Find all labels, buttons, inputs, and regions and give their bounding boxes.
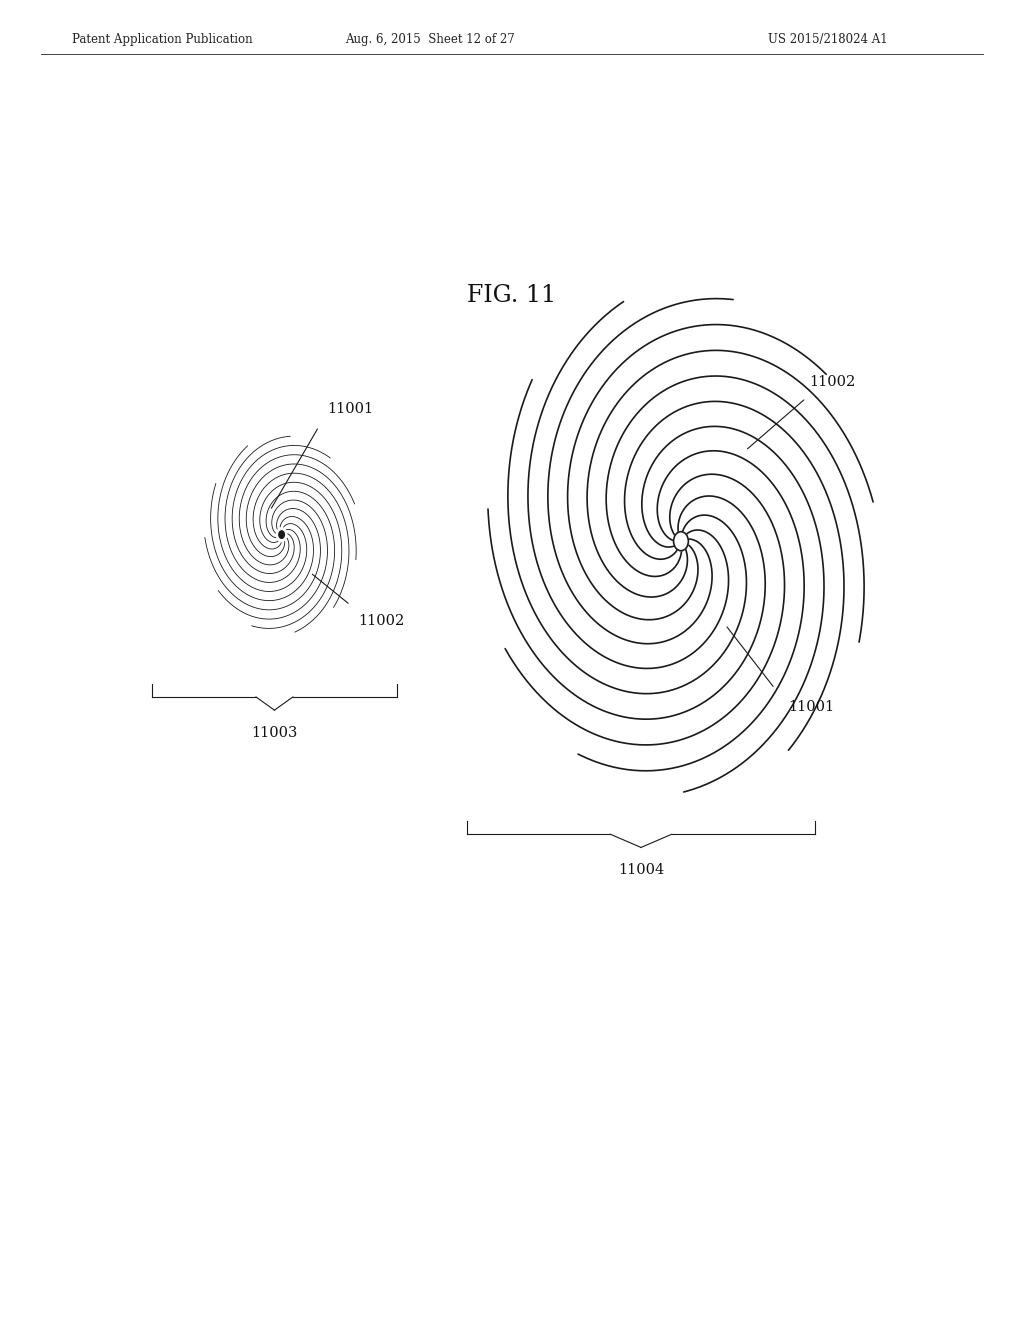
Text: 11003: 11003 [251,726,298,741]
Text: FIG. 11: FIG. 11 [467,284,557,306]
Text: Patent Application Publication: Patent Application Publication [72,33,252,46]
Text: US 2015/218024 A1: US 2015/218024 A1 [768,33,888,46]
Text: 11002: 11002 [358,614,404,628]
Text: 11002: 11002 [809,375,855,389]
Text: 11001: 11001 [788,700,835,714]
Text: Aug. 6, 2015  Sheet 12 of 27: Aug. 6, 2015 Sheet 12 of 27 [345,33,515,46]
Circle shape [279,531,285,539]
Circle shape [674,532,688,550]
Text: 11001: 11001 [328,401,374,416]
Text: 11004: 11004 [617,863,665,878]
